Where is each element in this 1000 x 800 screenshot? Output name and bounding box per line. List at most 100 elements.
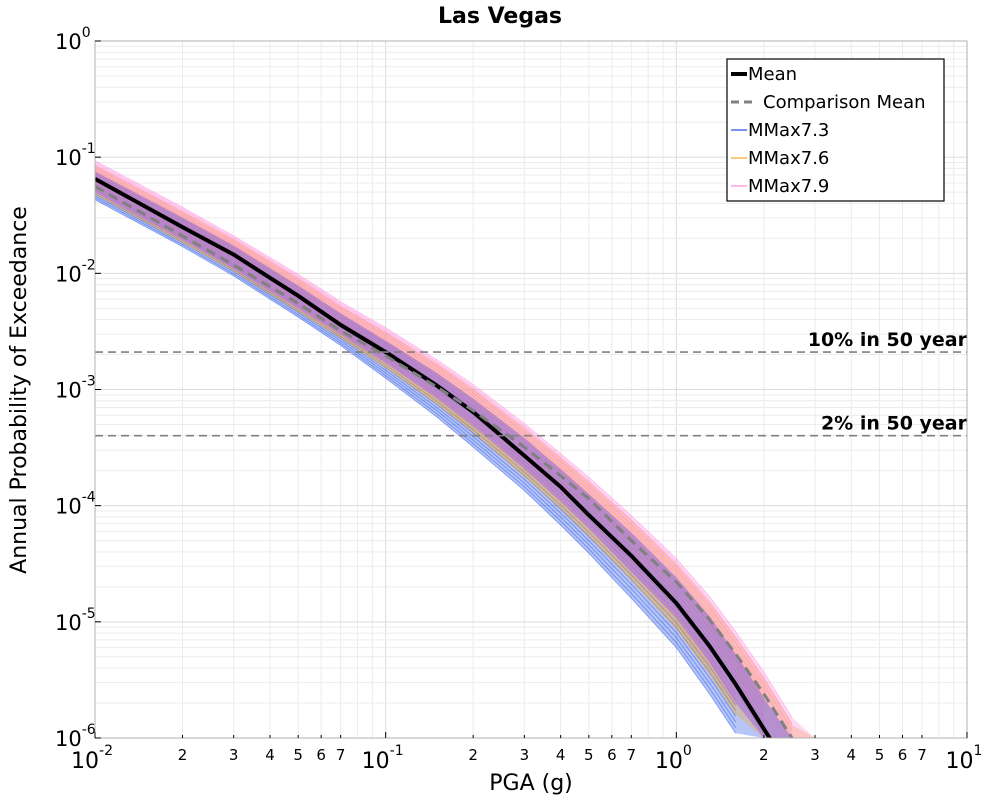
band-fill-mmax7-6 (95, 165, 815, 738)
x-tick-exponent: -2 (99, 743, 113, 759)
mean-curves (95, 177, 794, 738)
x-minor-tick-label: 2 (759, 746, 769, 764)
legend-item: Comparison Mean (731, 92, 926, 113)
series-line-comparison-mean (95, 185, 794, 738)
x-axis-label: PGA (g) (489, 771, 573, 796)
x-minor-tick-label: 4 (556, 746, 566, 764)
realization-line (95, 183, 765, 736)
x-tick-base: 10 (655, 749, 683, 774)
y-tick-label: 10-6 (55, 722, 96, 751)
y-tick-exponent: -6 (82, 722, 96, 738)
y-tick-base: 10 (55, 146, 82, 170)
reference-line-label: 10% in 50 year (808, 329, 968, 351)
y-tick-exponent: -3 (82, 374, 96, 390)
realization-line (95, 169, 765, 695)
x-minor-tick-label: 7 (336, 746, 346, 764)
legend-item: MMax7.9 (731, 176, 829, 197)
realization-line (95, 171, 765, 699)
realization-line (95, 167, 793, 736)
legend-item: MMax7.6 (731, 148, 829, 169)
x-tick-exponent: 1 (974, 743, 983, 759)
realization-line (95, 185, 737, 695)
x-minor-tick-label: 4 (265, 746, 275, 764)
y-tick-label: 10-4 (55, 490, 96, 519)
band-fill-mmax7-3 (95, 171, 815, 738)
y-tick-base: 10 (55, 379, 82, 403)
realization-line (95, 191, 737, 712)
y-axis-label: Annual Probability of Exceedance (7, 206, 32, 574)
x-minor-tick-label: 5 (293, 746, 303, 764)
realization-line (95, 191, 737, 704)
x-minor-tick-label: 4 (847, 746, 857, 764)
x-tick-exponent: 0 (683, 743, 692, 759)
x-tick-label: 100 (655, 743, 692, 774)
legend: Mean Comparison Mean MMax7.3 MMax7.6 MMax7.9 (726, 58, 945, 202)
realization-line (95, 175, 765, 710)
legend-item: Mean (731, 64, 797, 85)
legend-label: MMax7.6 (748, 148, 829, 169)
chart-title: Las Vegas (438, 4, 562, 29)
y-tick-base: 10 (55, 30, 82, 54)
grid-lines (94, 41, 967, 739)
x-tick-base: 10 (71, 749, 99, 774)
realization-line (95, 173, 765, 705)
realization-line (95, 193, 737, 717)
y-tick-label: 10-5 (55, 606, 96, 635)
y-tick-exponent: -1 (82, 141, 96, 157)
legend-label: MMax7.9 (748, 176, 829, 197)
series-line-mean (95, 177, 773, 738)
x-tick-label: 10-1 (362, 743, 404, 774)
x-minor-tick-label: 3 (520, 746, 530, 764)
y-tick-exponent: -2 (82, 257, 96, 273)
realization-line (95, 164, 793, 726)
realization-line (95, 191, 737, 710)
reference-line-label: 2% in 50 year (821, 413, 968, 435)
realization-line (95, 193, 737, 715)
x-minor-tick-label: 2 (468, 746, 478, 764)
realization-line (95, 189, 737, 704)
realization-line (95, 185, 737, 693)
realization-line (95, 175, 765, 711)
realization-line (95, 160, 793, 718)
x-tick-label: 10-2 (71, 743, 113, 774)
reference-lines: 10% in 50 year 2% in 50 year (95, 329, 968, 437)
legend-label: Mean (748, 64, 797, 85)
x-minor-tick-label: 6 (898, 746, 908, 764)
y-tick-label: 100 (55, 25, 91, 54)
y-tick-base: 10 (55, 611, 82, 635)
realization-line (95, 173, 765, 706)
y-tick-base: 10 (55, 262, 82, 286)
x-tick-base: 10 (362, 749, 390, 774)
x-tick-exponent: -1 (390, 743, 404, 759)
legend-label: MMax7.3 (748, 120, 829, 141)
legend-item: MMax7.3 (731, 120, 829, 141)
y-tick-label: 10-2 (55, 257, 96, 286)
y-tick-base: 10 (55, 727, 82, 751)
legend-label: Comparison Mean (763, 92, 926, 113)
realization-line (95, 173, 765, 704)
x-minor-tick-label: 6 (607, 746, 617, 764)
y-tick-label: 10-3 (55, 374, 96, 403)
x-minor-tick-label: 6 (316, 746, 326, 764)
legend-box (726, 58, 945, 202)
x-tick-base: 10 (946, 749, 974, 774)
y-tick-label: 10-1 (55, 141, 96, 170)
realization-line (95, 197, 737, 728)
x-minor-tick-label: 5 (584, 746, 594, 764)
x-minor-tick-label: 7 (917, 746, 927, 764)
y-tick-exponent: 0 (82, 25, 91, 41)
x-tick-label: 101 (946, 743, 983, 774)
realization-line (95, 199, 737, 734)
y-tick-exponent: -5 (82, 606, 96, 622)
realization-line (95, 171, 765, 698)
x-minor-tick-label: 3 (810, 746, 820, 764)
realization-line (95, 164, 793, 730)
y-tick-exponent: -4 (82, 490, 96, 506)
realization-line (95, 176, 765, 711)
x-minor-tick-label: 3 (229, 746, 239, 764)
x-minor-tick-label: 7 (627, 746, 637, 764)
realization-line (95, 195, 737, 723)
realization-line (95, 166, 793, 732)
